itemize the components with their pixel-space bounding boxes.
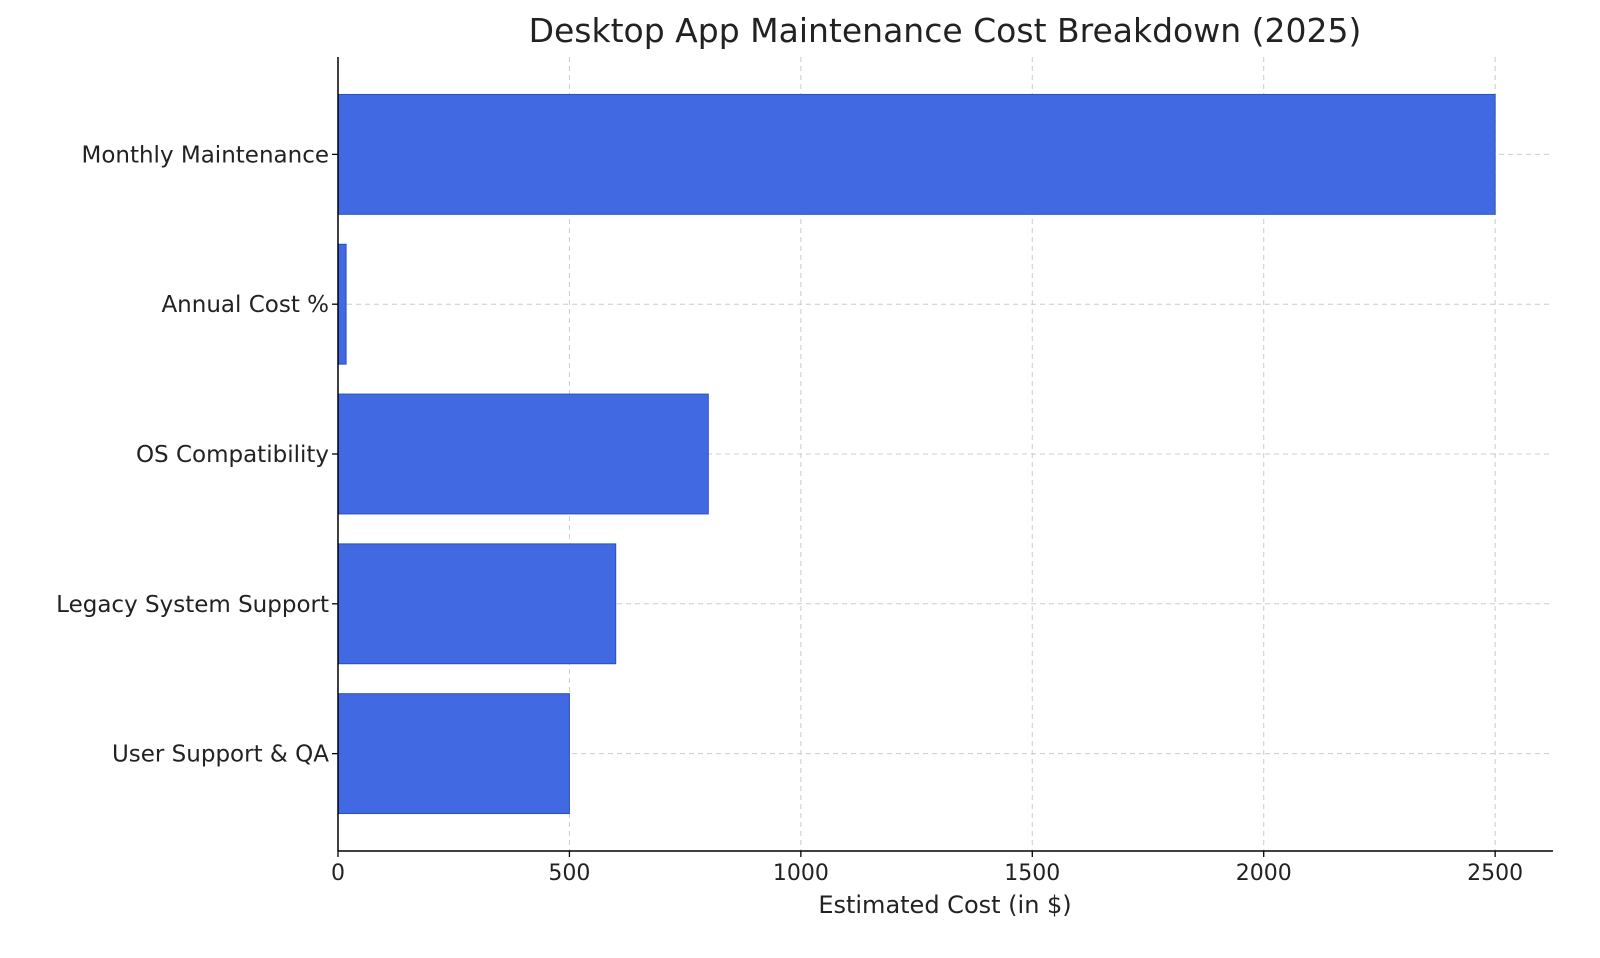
bar: [337, 243, 347, 365]
bar: [337, 93, 1496, 215]
x-tick-label: 500: [548, 861, 590, 886]
bar: [337, 543, 617, 665]
chart-title: Desktop App Maintenance Cost Breakdown (…: [529, 11, 1362, 50]
x-tick-label: 1000: [773, 861, 829, 886]
axes: 0 500 1000 1500 2000 2500 Monthly Maintenance A…: [56, 57, 1553, 886]
y-tick-label: OS Compatibility: [136, 442, 329, 468]
y-tick-label: User Support & QA: [112, 742, 329, 768]
x-tick-label: 2000: [1236, 861, 1292, 886]
x-tick-label: 1500: [1004, 861, 1060, 886]
bar: [337, 693, 570, 815]
y-tick-label: Monthly Maintenance: [81, 142, 329, 168]
bars: [337, 93, 1496, 815]
bar: [337, 393, 709, 515]
x-tick-label: 0: [331, 861, 345, 886]
y-tick-label: Annual Cost %: [161, 292, 329, 318]
y-tick-label: Legacy System Support: [56, 592, 329, 618]
x-axis-label: Estimated Cost (in $): [818, 891, 1071, 919]
x-tick-label: 2500: [1467, 861, 1523, 886]
